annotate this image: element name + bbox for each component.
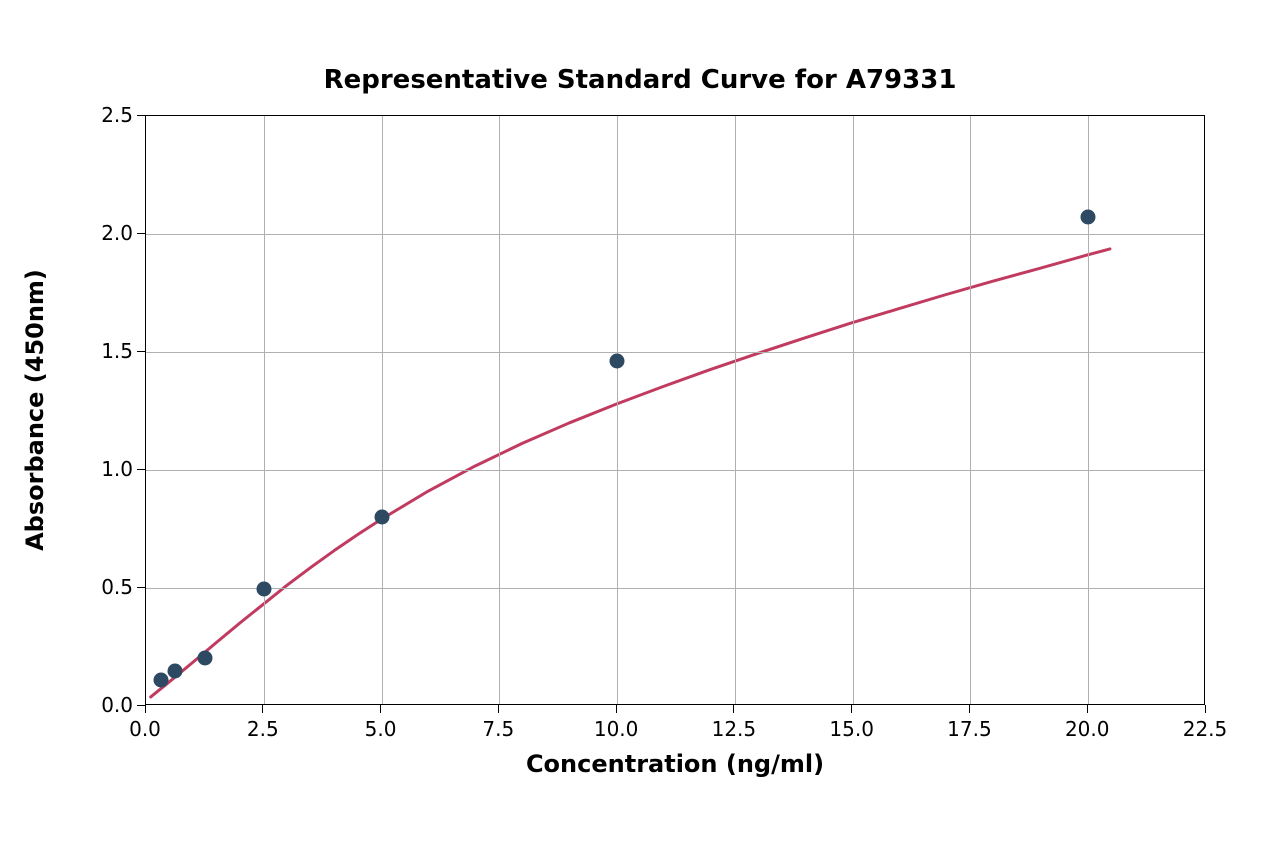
y-gridline [146,234,1204,235]
y-tick-label: 1.5 [95,339,133,363]
data-point [153,673,168,688]
x-tick-label: 5.0 [365,717,397,741]
x-tick-label: 12.5 [712,717,757,741]
x-tick-mark [1205,705,1206,713]
x-tick-mark [262,705,263,713]
x-tick-label: 10.0 [594,717,639,741]
data-point [197,650,212,665]
data-point [168,663,183,678]
data-point [374,510,389,525]
y-gridline [146,352,1204,353]
plot-inner [146,116,1204,704]
y-tick-mark [137,233,145,234]
x-gridline [264,116,265,704]
y-tick-label: 0.0 [95,693,133,717]
x-tick-mark [498,705,499,713]
x-tick-label: 7.5 [482,717,514,741]
y-tick-label: 2.5 [95,103,133,127]
y-gridline [146,588,1204,589]
x-tick-mark [969,705,970,713]
y-tick-mark [137,115,145,116]
x-tick-mark [1087,705,1088,713]
chart-title: Representative Standard Curve for A79331 [0,65,1280,95]
y-tick-mark [137,587,145,588]
fitted-curve [146,116,1204,704]
x-gridline [382,116,383,704]
x-gridline [970,116,971,704]
y-tick-label: 0.5 [95,575,133,599]
x-tick-label: 22.5 [1183,717,1228,741]
x-tick-label: 0.0 [129,717,161,741]
x-axis-label: Concentration (ng/ml) [145,750,1205,778]
x-tick-label: 17.5 [947,717,992,741]
x-gridline [1088,116,1089,704]
data-point [610,354,625,369]
x-tick-mark [380,705,381,713]
x-tick-mark [733,705,734,713]
x-gridline [499,116,500,704]
chart-container: Representative Standard Curve for A79331… [0,0,1280,845]
x-tick-label: 20.0 [1065,717,1110,741]
y-tick-mark [137,351,145,352]
y-gridline [146,470,1204,471]
x-tick-mark [145,705,146,713]
x-gridline [853,116,854,704]
data-point [256,582,271,597]
curve-path [151,249,1110,697]
y-tick-mark [137,469,145,470]
x-tick-label: 15.0 [829,717,874,741]
plot-area [145,115,1205,705]
x-gridline [617,116,618,704]
x-tick-mark [616,705,617,713]
y-axis-label: Absorbance (450nm) [21,269,49,551]
y-tick-label: 1.0 [95,457,133,481]
y-tick-mark [137,705,145,706]
x-tick-label: 2.5 [247,717,279,741]
data-point [1081,210,1096,225]
y-tick-label: 2.0 [95,221,133,245]
x-gridline [735,116,736,704]
x-tick-mark [851,705,852,713]
